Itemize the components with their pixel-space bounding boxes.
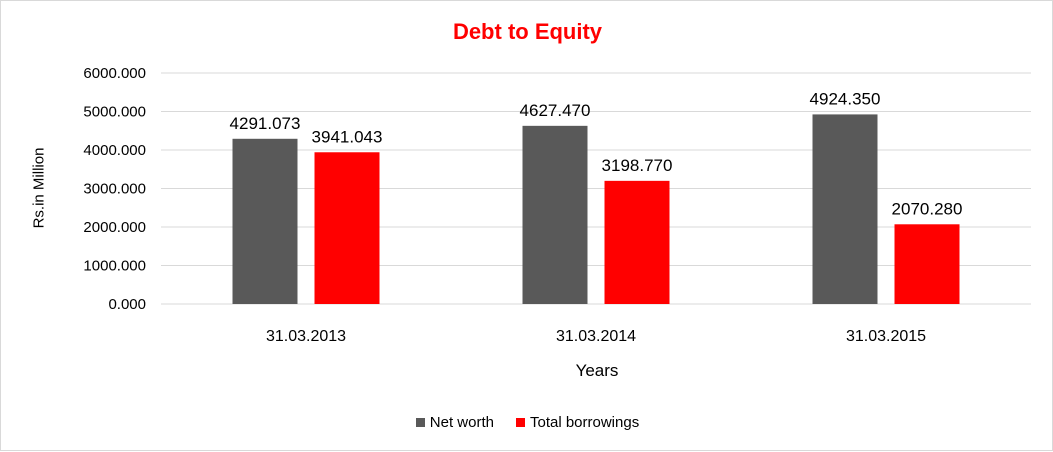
x-axis-title: Years — [575, 361, 619, 380]
data-label: 4924.350 — [810, 89, 881, 108]
bar-total-borrowings — [314, 152, 380, 304]
y-tick-label: 6000.000 — [83, 65, 146, 82]
legend-label-total-borrowings: Total borrowings — [529, 414, 640, 431]
data-label: 2070.280 — [892, 199, 963, 218]
y-tick-label: 0.000 — [108, 296, 146, 313]
legend: Net worth Total borrowings — [1, 414, 1053, 431]
data-label: 3941.043 — [312, 127, 383, 146]
x-tick-label: 31.03.2015 — [846, 328, 926, 345]
bar-total-borrowings — [894, 224, 960, 304]
y-tick-label: 5000.000 — [83, 104, 146, 121]
legend-swatch-net-worth — [415, 418, 425, 427]
bar-total-borrowings — [604, 180, 670, 304]
chart-title: Debt to Equity — [452, 19, 603, 44]
x-tick-label: 31.03.2014 — [556, 328, 636, 345]
legend-item-total-borrowings: Total borrowings — [515, 414, 640, 431]
y-tick-label: 2000.000 — [83, 219, 146, 236]
bar-net-worth — [812, 114, 878, 304]
bar-net-worth — [522, 125, 588, 304]
x-tick-label: 31.03.2013 — [266, 328, 346, 345]
data-label: 3198.770 — [602, 156, 673, 175]
legend-label-net-worth: Net worth — [429, 414, 494, 431]
y-tick-label: 4000.000 — [83, 142, 146, 159]
y-tick-label: 1000.000 — [83, 258, 146, 275]
legend-item-net-worth: Net worth — [415, 414, 494, 431]
data-label: 4291.073 — [230, 114, 301, 133]
data-label: 4627.470 — [520, 101, 591, 120]
bar-net-worth — [232, 138, 298, 304]
legend-swatch-total-borrowings — [515, 418, 525, 427]
y-tick-label: 3000.000 — [83, 181, 146, 198]
